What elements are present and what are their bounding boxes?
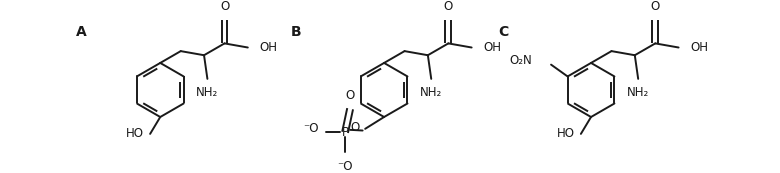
Text: NH₂: NH₂ <box>197 86 218 99</box>
Text: C: C <box>498 25 509 39</box>
Text: HO: HO <box>557 127 575 140</box>
Text: O: O <box>444 0 453 13</box>
Text: O: O <box>351 121 360 134</box>
Text: NH₂: NH₂ <box>420 86 442 99</box>
Text: A: A <box>76 25 87 39</box>
Text: O: O <box>346 89 355 102</box>
Text: O₂N: O₂N <box>510 54 533 67</box>
Text: O: O <box>220 0 229 13</box>
Text: P: P <box>342 126 349 139</box>
Text: O: O <box>651 0 660 13</box>
Text: ⁻O: ⁻O <box>337 160 353 173</box>
Text: B: B <box>291 25 302 39</box>
Text: ⁻O: ⁻O <box>303 122 319 135</box>
Text: HO: HO <box>126 127 144 140</box>
Text: OH: OH <box>260 41 278 54</box>
Text: OH: OH <box>690 41 708 54</box>
Text: NH₂: NH₂ <box>627 86 649 99</box>
Text: OH: OH <box>484 41 502 54</box>
